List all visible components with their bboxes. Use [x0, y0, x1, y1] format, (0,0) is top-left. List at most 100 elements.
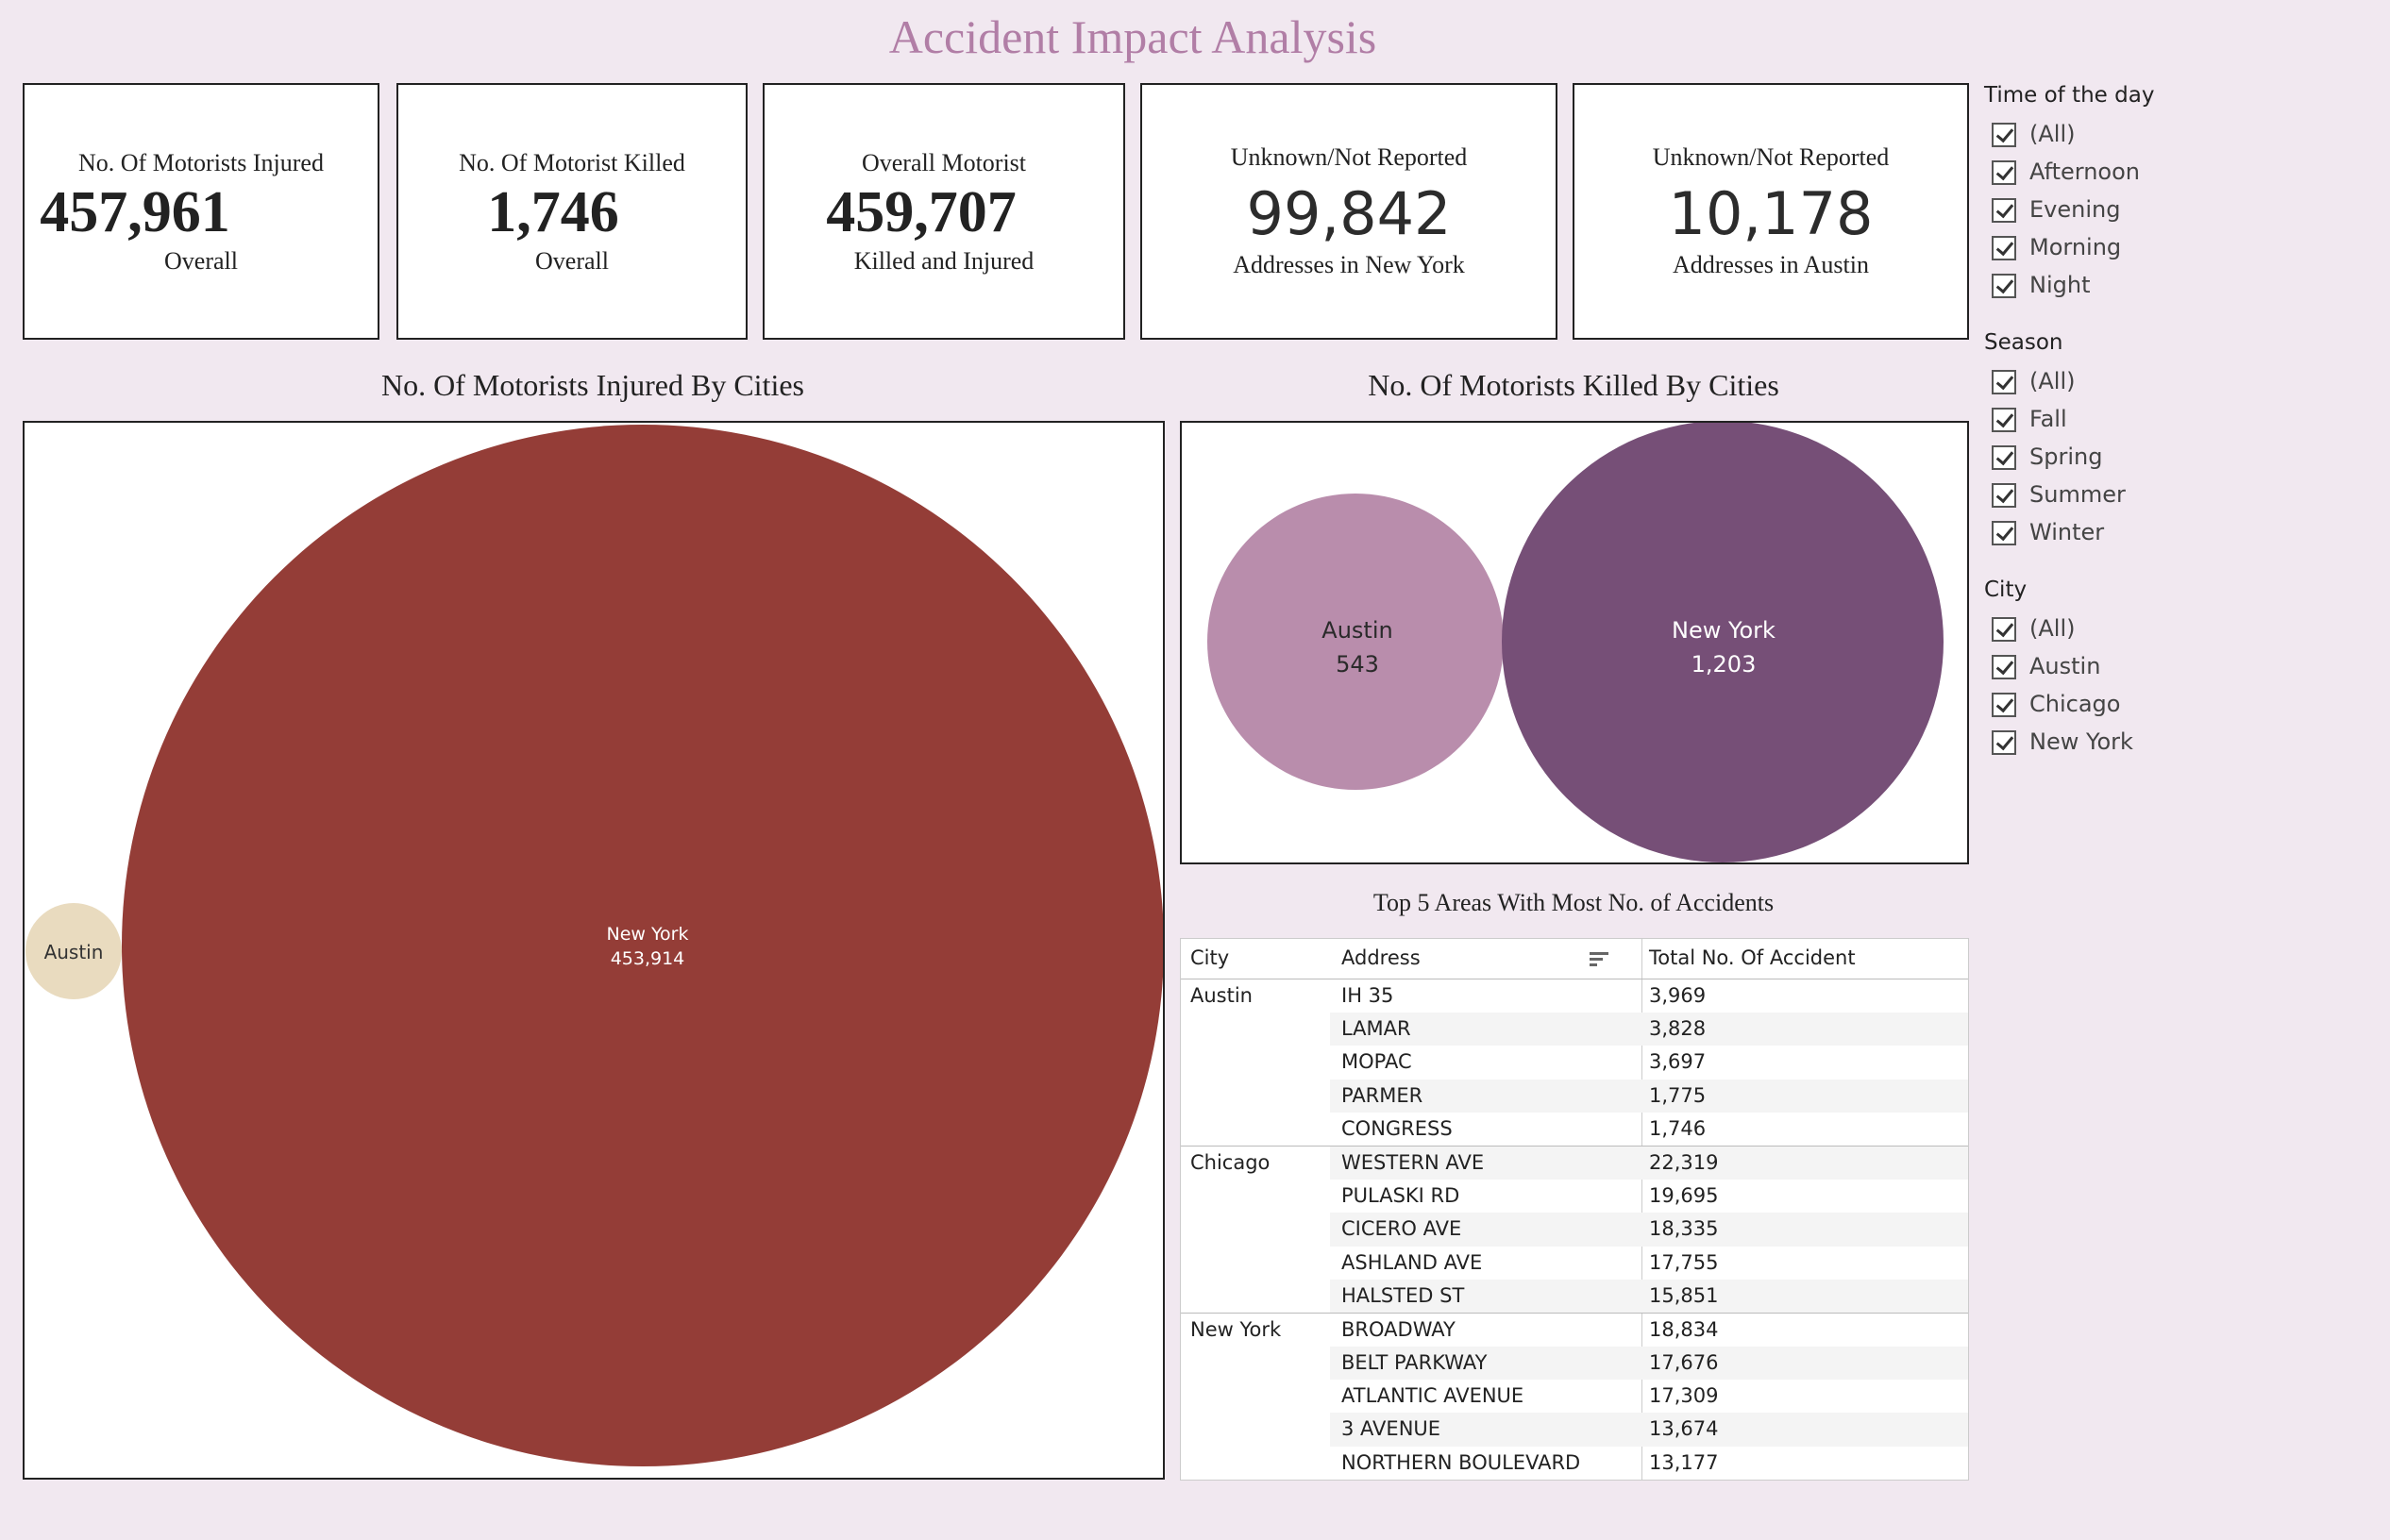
bubble-value-new-york: 453,914 [611, 948, 685, 969]
cell-total: 13,674 [1649, 1417, 1719, 1441]
filter-option-label: Austin [2029, 653, 2101, 679]
cell-total: 17,676 [1649, 1351, 1719, 1375]
checkbox-checked-icon[interactable] [1992, 370, 2016, 394]
filter-option[interactable]: (All) [1984, 117, 2381, 155]
cell-total: 17,755 [1649, 1250, 1719, 1274]
checkbox-checked-icon[interactable] [1992, 483, 2016, 508]
cell-address: ASHLAND AVE [1341, 1250, 1483, 1274]
kpi-label: Unknown/Not Reported [1652, 143, 1890, 171]
checkbox-checked-icon[interactable] [1992, 693, 2016, 717]
cell-total: 3,828 [1649, 1017, 1707, 1041]
checkbox-checked-icon[interactable] [1992, 521, 2016, 545]
checkbox-checked-icon[interactable] [1992, 617, 2016, 642]
filter-panel: Time of the day (All) Afternoon Evening Morn… [1984, 83, 2381, 787]
table-row[interactable]: Chicago WESTERN AVE 22,319 [1181, 1145, 1968, 1180]
checkbox-checked-icon[interactable] [1992, 408, 2016, 432]
filter-option[interactable]: Fall [1984, 402, 2381, 440]
cell-address: BROADWAY [1341, 1317, 1456, 1341]
table-row[interactable]: Austin IH 35 3,969 [1181, 979, 1968, 1013]
cell-total: 17,309 [1649, 1384, 1719, 1408]
cell-city: Austin [1190, 984, 1253, 1007]
filter-option[interactable]: Night [1984, 268, 2381, 306]
cell-address: HALSTED ST [1341, 1283, 1465, 1307]
bubble-new-york-injured[interactable] [122, 425, 1163, 1466]
cell-total: 18,834 [1649, 1317, 1719, 1341]
bubble-austin-injured[interactable] [25, 903, 122, 999]
column-divider [1641, 939, 1642, 1480]
column-header-address[interactable]: Address [1341, 946, 1421, 969]
table-row[interactable]: NORTHERN BOULEVARD 13,177 [1181, 1447, 1968, 1480]
table-row[interactable]: ATLANTIC AVENUE 17,309 [1181, 1380, 1968, 1413]
filter-group-title: Season [1984, 330, 2063, 355]
table-row[interactable]: New York BROADWAY 18,834 [1181, 1312, 1968, 1347]
bubble-label-austin: Austin [44, 941, 104, 963]
table-row[interactable]: BELT PARKWAY 17,676 [1181, 1347, 1968, 1381]
table-row[interactable]: MOPAC 3,697 [1181, 1046, 1968, 1079]
filter-option[interactable]: Winter [1984, 515, 2381, 553]
row-background [1330, 1347, 1968, 1381]
filter-option[interactable]: (All) [1984, 611, 2381, 649]
table-row[interactable]: ASHLAND AVE 17,755 [1181, 1247, 1968, 1280]
kpi-motorists-injured: No. Of Motorists Injured 457,961 Overall [23, 83, 379, 340]
column-header-total[interactable]: Total No. Of Accident [1649, 946, 1856, 969]
filter-option[interactable]: Summer [1984, 477, 2381, 515]
column-header-city[interactable]: City [1190, 946, 1230, 969]
checkbox-checked-icon[interactable] [1992, 160, 2016, 185]
cell-address: IH 35 [1341, 984, 1394, 1007]
filter-option[interactable]: (All) [1984, 364, 2381, 402]
row-background [1330, 1279, 1968, 1313]
cell-address: WESTERN AVE [1341, 1150, 1485, 1174]
table-row[interactable]: PULASKI RD 19,695 [1181, 1180, 1968, 1213]
filter-option[interactable]: Morning [1984, 230, 2381, 268]
table-row[interactable]: 3 AVENUE 13,674 [1181, 1413, 1968, 1447]
filter-option[interactable]: Afternoon [1984, 155, 2381, 192]
checkbox-checked-icon[interactable] [1992, 655, 2016, 679]
top-areas-table: City Address Total No. Of Accident Austi… [1180, 938, 1969, 1481]
cell-total: 1,746 [1649, 1116, 1707, 1140]
table-row[interactable]: CONGRESS 1,746 [1181, 1113, 1968, 1146]
page-title: Accident Impact Analysis [888, 10, 1377, 63]
cell-total: 3,697 [1649, 1050, 1707, 1074]
bubble-label-new-york: New York [606, 924, 688, 945]
sort-icon[interactable] [1590, 950, 1610, 969]
bubble-austin-killed[interactable] [1207, 494, 1504, 790]
bubble-value-new-york: 1,203 [1692, 651, 1757, 678]
kpi-sublabel: Killed and Injured [853, 247, 1035, 275]
cell-total: 22,319 [1649, 1150, 1719, 1174]
kpi-sublabel: Addresses in New York [1233, 251, 1465, 278]
checkbox-checked-icon[interactable] [1992, 236, 2016, 260]
filter-option-label: Fall [2029, 406, 2067, 432]
cell-total: 15,851 [1649, 1283, 1719, 1307]
table-row[interactable]: LAMAR 3,828 [1181, 1013, 1968, 1046]
bubble-new-york-killed[interactable] [1502, 423, 1944, 862]
filter-option-label: New York [2029, 728, 2133, 755]
cell-address: NORTHERN BOULEVARD [1341, 1450, 1581, 1474]
checkbox-checked-icon[interactable] [1992, 123, 2016, 147]
kpi-label: No. Of Motorists Injured [78, 149, 324, 176]
filter-option-label: Afternoon [2029, 159, 2140, 185]
cell-address: LAMAR [1341, 1017, 1411, 1041]
cell-city: Chicago [1190, 1150, 1271, 1174]
kpi-value: 457,961 [40, 180, 230, 244]
checkbox-checked-icon[interactable] [1992, 445, 2016, 470]
filter-option[interactable]: New York [1984, 725, 2381, 762]
checkbox-checked-icon[interactable] [1992, 730, 2016, 755]
row-background [1330, 1213, 1968, 1247]
filter-option[interactable]: Chicago [1984, 687, 2381, 725]
table-row[interactable]: CICERO AVE 18,335 [1181, 1213, 1968, 1247]
row-background [1330, 1413, 1968, 1447]
table-header: City Address Total No. Of Accident [1181, 939, 1968, 979]
cell-address: 3 AVENUE [1341, 1417, 1441, 1441]
injured-bubble-chart: Austin New York 453,914 [23, 421, 1165, 1480]
checkbox-checked-icon[interactable] [1992, 198, 2016, 223]
filter-option[interactable]: Evening [1984, 192, 2381, 230]
filter-option[interactable]: Austin [1984, 649, 2381, 687]
table-row[interactable]: PARMER 1,775 [1181, 1079, 1968, 1113]
cell-address: MOPAC [1341, 1050, 1412, 1074]
filter-option[interactable]: Spring [1984, 440, 2381, 477]
cell-address: PULASKI RD [1341, 1184, 1460, 1208]
checkbox-checked-icon[interactable] [1992, 274, 2016, 298]
kpi-overall-motorist: Overall Motorist 459,707 Killed and Inju… [763, 83, 1125, 340]
filter-group: Season (All) Fall Spring Summer Winter [1984, 330, 2381, 553]
table-row[interactable]: HALSTED ST 15,851 [1181, 1279, 1968, 1313]
